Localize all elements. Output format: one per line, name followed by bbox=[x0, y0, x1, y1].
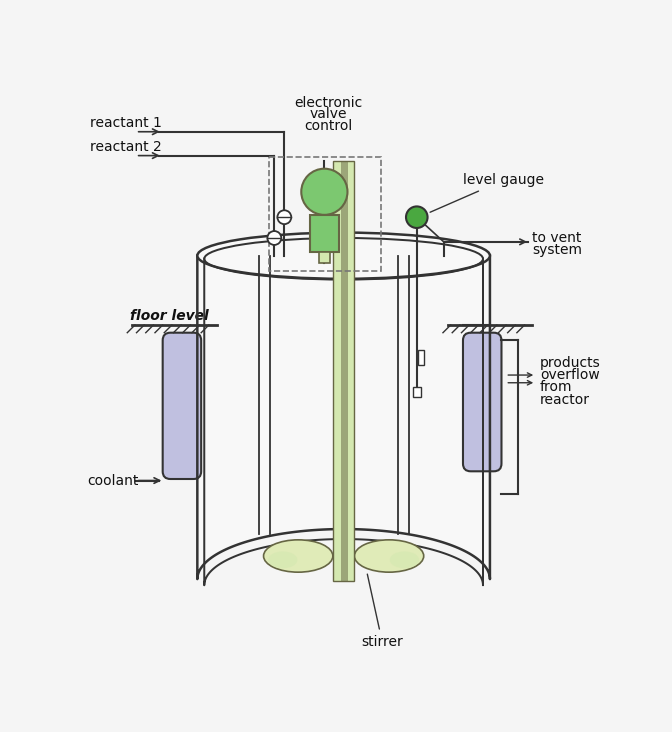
Ellipse shape bbox=[354, 539, 424, 572]
Bar bbox=[418, 350, 425, 365]
FancyBboxPatch shape bbox=[163, 333, 201, 479]
Ellipse shape bbox=[198, 233, 490, 279]
Text: electronic: electronic bbox=[294, 96, 362, 110]
Text: valve: valve bbox=[310, 107, 347, 121]
Bar bbox=[333, 161, 354, 580]
Bar bbox=[269, 157, 380, 271]
Ellipse shape bbox=[268, 551, 298, 568]
Text: reactor: reactor bbox=[540, 393, 590, 407]
Text: system: system bbox=[532, 243, 582, 258]
Text: stirrer: stirrer bbox=[362, 574, 403, 649]
Text: overflow: overflow bbox=[540, 368, 599, 382]
Ellipse shape bbox=[263, 539, 333, 572]
Circle shape bbox=[406, 206, 427, 228]
Circle shape bbox=[278, 210, 291, 224]
Text: floor level: floor level bbox=[130, 309, 209, 323]
Text: level gauge: level gauge bbox=[430, 173, 544, 212]
Text: products: products bbox=[540, 356, 601, 370]
Text: from: from bbox=[540, 381, 573, 395]
Bar bbox=[413, 386, 421, 397]
Circle shape bbox=[267, 231, 282, 245]
FancyBboxPatch shape bbox=[463, 333, 501, 471]
Text: reactant 1: reactant 1 bbox=[89, 116, 161, 130]
Bar bbox=[341, 161, 347, 580]
Text: control: control bbox=[304, 119, 352, 132]
Polygon shape bbox=[198, 255, 490, 579]
Bar bbox=[310, 215, 339, 252]
Text: reactant 2: reactant 2 bbox=[89, 140, 161, 154]
Bar bbox=[319, 252, 330, 263]
Circle shape bbox=[301, 168, 347, 215]
Ellipse shape bbox=[390, 551, 419, 568]
Text: to vent: to vent bbox=[532, 231, 582, 245]
Text: coolant: coolant bbox=[87, 474, 138, 488]
